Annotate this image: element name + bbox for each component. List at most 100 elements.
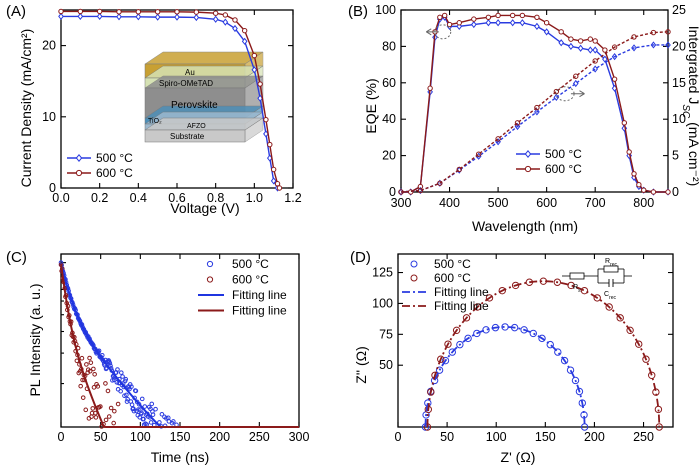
panel-d-point bbox=[546, 340, 554, 349]
panel-a-point bbox=[222, 18, 229, 26]
panel-c-point bbox=[129, 384, 134, 389]
legend-label: Fitting line bbox=[232, 288, 287, 302]
legend-label: 500 °C bbox=[434, 257, 471, 271]
panel-b-point bbox=[514, 120, 521, 126]
layer-front bbox=[144, 129, 246, 143]
panel-c-point bbox=[136, 407, 141, 412]
panel-d-xlabel: Z' (Ω) bbox=[501, 449, 536, 465]
panel-c-point bbox=[80, 395, 86, 400]
panel-d-xtick-label: 150 bbox=[535, 430, 556, 444]
panel-c-point bbox=[133, 388, 139, 394]
panel-b-point bbox=[631, 171, 637, 177]
panel-b-point bbox=[650, 29, 657, 36]
panel-c-point bbox=[79, 355, 85, 361]
panel-d-point bbox=[462, 314, 471, 322]
panel-a-point bbox=[222, 12, 229, 18]
panel-d-ylabel: Z'' (Ω) bbox=[353, 346, 369, 384]
panel-b-point bbox=[641, 187, 647, 193]
panel-c-point bbox=[106, 414, 112, 419]
panel-d-point bbox=[655, 423, 663, 431]
panel-b-xtick-label: 300 bbox=[391, 196, 412, 210]
panel-b-xtick-label: 700 bbox=[585, 196, 606, 210]
panel-c-point bbox=[78, 383, 83, 389]
panel-d-point bbox=[482, 326, 490, 334]
panel-b-point bbox=[519, 19, 526, 27]
panel-b-point bbox=[573, 73, 579, 79]
panel-c-point bbox=[149, 401, 155, 407]
panel-c-point bbox=[148, 420, 154, 425]
panel-c-point bbox=[141, 416, 146, 422]
panel-c-point bbox=[150, 412, 156, 417]
left-axis-arrow bbox=[425, 28, 439, 36]
legend-label: 600 °C bbox=[545, 162, 582, 176]
panel-b-y2label: Intergrated JSC (mA cm⁻²) bbox=[681, 26, 700, 187]
panel-b-series-line bbox=[401, 16, 668, 193]
panel-c-point bbox=[105, 388, 111, 394]
panel-d-point bbox=[452, 326, 461, 335]
panel-d-point bbox=[554, 348, 562, 356]
panel-c-point bbox=[80, 377, 85, 383]
panel-b-point bbox=[398, 188, 404, 196]
panel-b-point bbox=[553, 93, 560, 101]
panel-c-point bbox=[157, 420, 162, 425]
panel-c-point bbox=[84, 362, 89, 367]
panel-b-point bbox=[592, 38, 598, 44]
panel-c-point bbox=[92, 371, 97, 377]
panel-b-point bbox=[587, 46, 594, 54]
panel-b-point bbox=[592, 46, 599, 54]
panel-a: (A) 0.0 0.2 0.4 0.6 0.8 1.0 1.2 0 10 20 Au Spiro-OM… bbox=[6, 3, 302, 216]
legend-label: Fitting line bbox=[434, 299, 489, 313]
panel-d-point bbox=[473, 329, 481, 338]
panel-b-point bbox=[441, 12, 448, 19]
panel-c-point bbox=[95, 384, 101, 389]
panel-c-point bbox=[90, 406, 96, 411]
panel-b-point bbox=[602, 47, 608, 53]
panel-b-xtick-label: 600 bbox=[536, 196, 557, 210]
panel-c-point bbox=[131, 408, 137, 414]
panel-a-series-line bbox=[61, 15, 279, 189]
panel-b-y2tick-label: 5 bbox=[672, 149, 679, 163]
panel-c-point bbox=[118, 388, 123, 394]
panel-d-fit-line bbox=[426, 280, 661, 428]
panel-b-point bbox=[456, 20, 462, 26]
panel-b-point bbox=[626, 149, 632, 155]
panel-c-point bbox=[87, 368, 93, 374]
panel-d-ylabel-unit: Ω bbox=[353, 351, 369, 361]
panel-d-point bbox=[520, 326, 528, 334]
legend-marker bbox=[410, 260, 418, 268]
panel-b-point bbox=[495, 136, 501, 142]
panel-b-point bbox=[495, 19, 501, 27]
layer-label: Spiro-OMeTAD bbox=[159, 79, 213, 88]
panel-c-point bbox=[153, 406, 158, 412]
panel-a-xtick-label: 0.2 bbox=[91, 191, 108, 205]
panel-b-point bbox=[665, 29, 671, 35]
panel-a-point bbox=[267, 141, 273, 148]
panel-b-point bbox=[437, 180, 443, 186]
panel-a-point bbox=[212, 15, 219, 23]
panel-b-point bbox=[592, 58, 598, 64]
panel-b-point bbox=[398, 189, 404, 195]
layer-label: TiO₂ bbox=[148, 118, 162, 125]
legend-marker bbox=[410, 274, 418, 282]
panel-c-point bbox=[115, 367, 120, 372]
panel-b-point bbox=[611, 52, 618, 61]
equivalent-circuit-inset: Rs Rrec Crec bbox=[562, 258, 632, 301]
panel-a-point bbox=[232, 17, 238, 23]
panel-c-point bbox=[107, 361, 113, 366]
panel-b-xtick-label: 800 bbox=[633, 196, 654, 210]
panel-c-label: (C) bbox=[6, 249, 27, 266]
panel-b-point bbox=[509, 19, 516, 27]
panel-b-frame bbox=[400, 9, 669, 193]
panel-c-point bbox=[124, 392, 129, 398]
panel-c-point bbox=[103, 381, 108, 386]
panel-d-point bbox=[448, 348, 456, 356]
panel-a-xtick-label: 0.4 bbox=[130, 191, 147, 205]
panel-b-ytick-label: 80 bbox=[382, 39, 396, 53]
panel-b-point bbox=[577, 44, 584, 52]
panel-b: (B) 300 400 500 600 700 800 0 20 40 60 80 100 0 5 10 15… bbox=[348, 3, 700, 234]
panel-b-point bbox=[577, 38, 584, 44]
panel-b-y2tick-label: 0 bbox=[672, 185, 679, 199]
panel-a-point bbox=[96, 8, 103, 15]
panel-b-series-line bbox=[400, 44, 668, 193]
panel-b-point bbox=[558, 29, 564, 35]
